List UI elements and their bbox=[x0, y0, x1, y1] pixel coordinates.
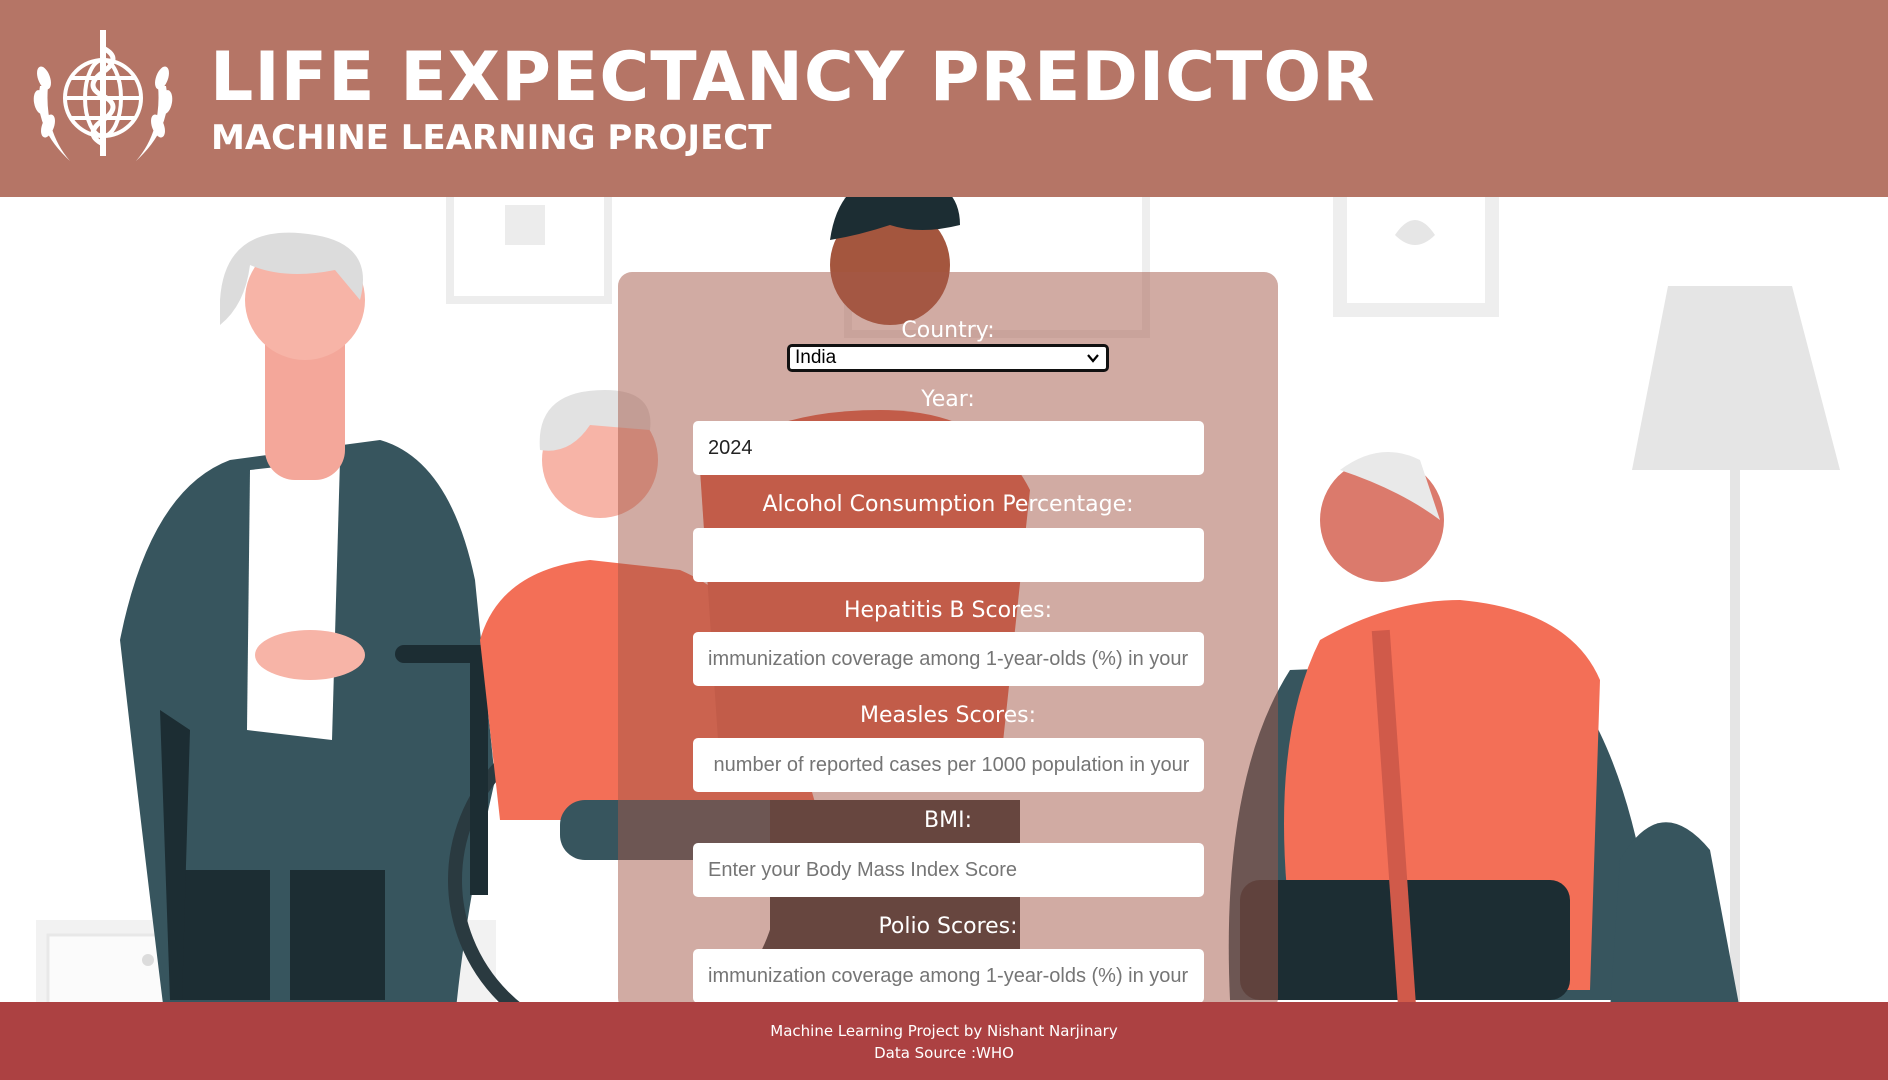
bmi-input[interactable] bbox=[693, 843, 1204, 897]
country-select-value: India bbox=[795, 347, 837, 368]
country-label: Country: bbox=[901, 318, 995, 343]
app-footer: Machine Learning Project by Nishant Narj… bbox=[0, 1002, 1888, 1080]
polio-label: Polio Scores: bbox=[878, 914, 1018, 939]
page-title: LIFE EXPECTANCY PREDICTOR bbox=[210, 38, 1376, 117]
hepatitis-b-input[interactable] bbox=[693, 632, 1204, 686]
chevron-down-icon bbox=[1087, 354, 1099, 363]
year-input[interactable] bbox=[693, 421, 1204, 475]
alcohol-label: Alcohol Consumption Percentage: bbox=[762, 492, 1134, 517]
measles-label: Measles Scores: bbox=[859, 703, 1037, 728]
bmi-label: BMI: bbox=[924, 808, 972, 833]
polio-input[interactable] bbox=[693, 949, 1204, 1003]
country-select[interactable]: India bbox=[787, 344, 1109, 372]
measles-input[interactable] bbox=[693, 738, 1204, 792]
hepatitis-b-label: Hepatitis B Scores: bbox=[843, 598, 1053, 623]
alcohol-input[interactable] bbox=[693, 528, 1204, 582]
footer-data-source: Data Source :WHO bbox=[874, 1044, 1014, 1062]
year-label: Year: bbox=[921, 387, 975, 412]
footer-credit: Machine Learning Project by Nishant Narj… bbox=[770, 1022, 1118, 1040]
app-header: LIFE EXPECTANCY PREDICTOR MACHINE LEARNI… bbox=[0, 0, 1888, 197]
who-emblem-icon bbox=[33, 30, 173, 161]
page-subtitle: MACHINE LEARNING PROJECT bbox=[211, 118, 772, 158]
